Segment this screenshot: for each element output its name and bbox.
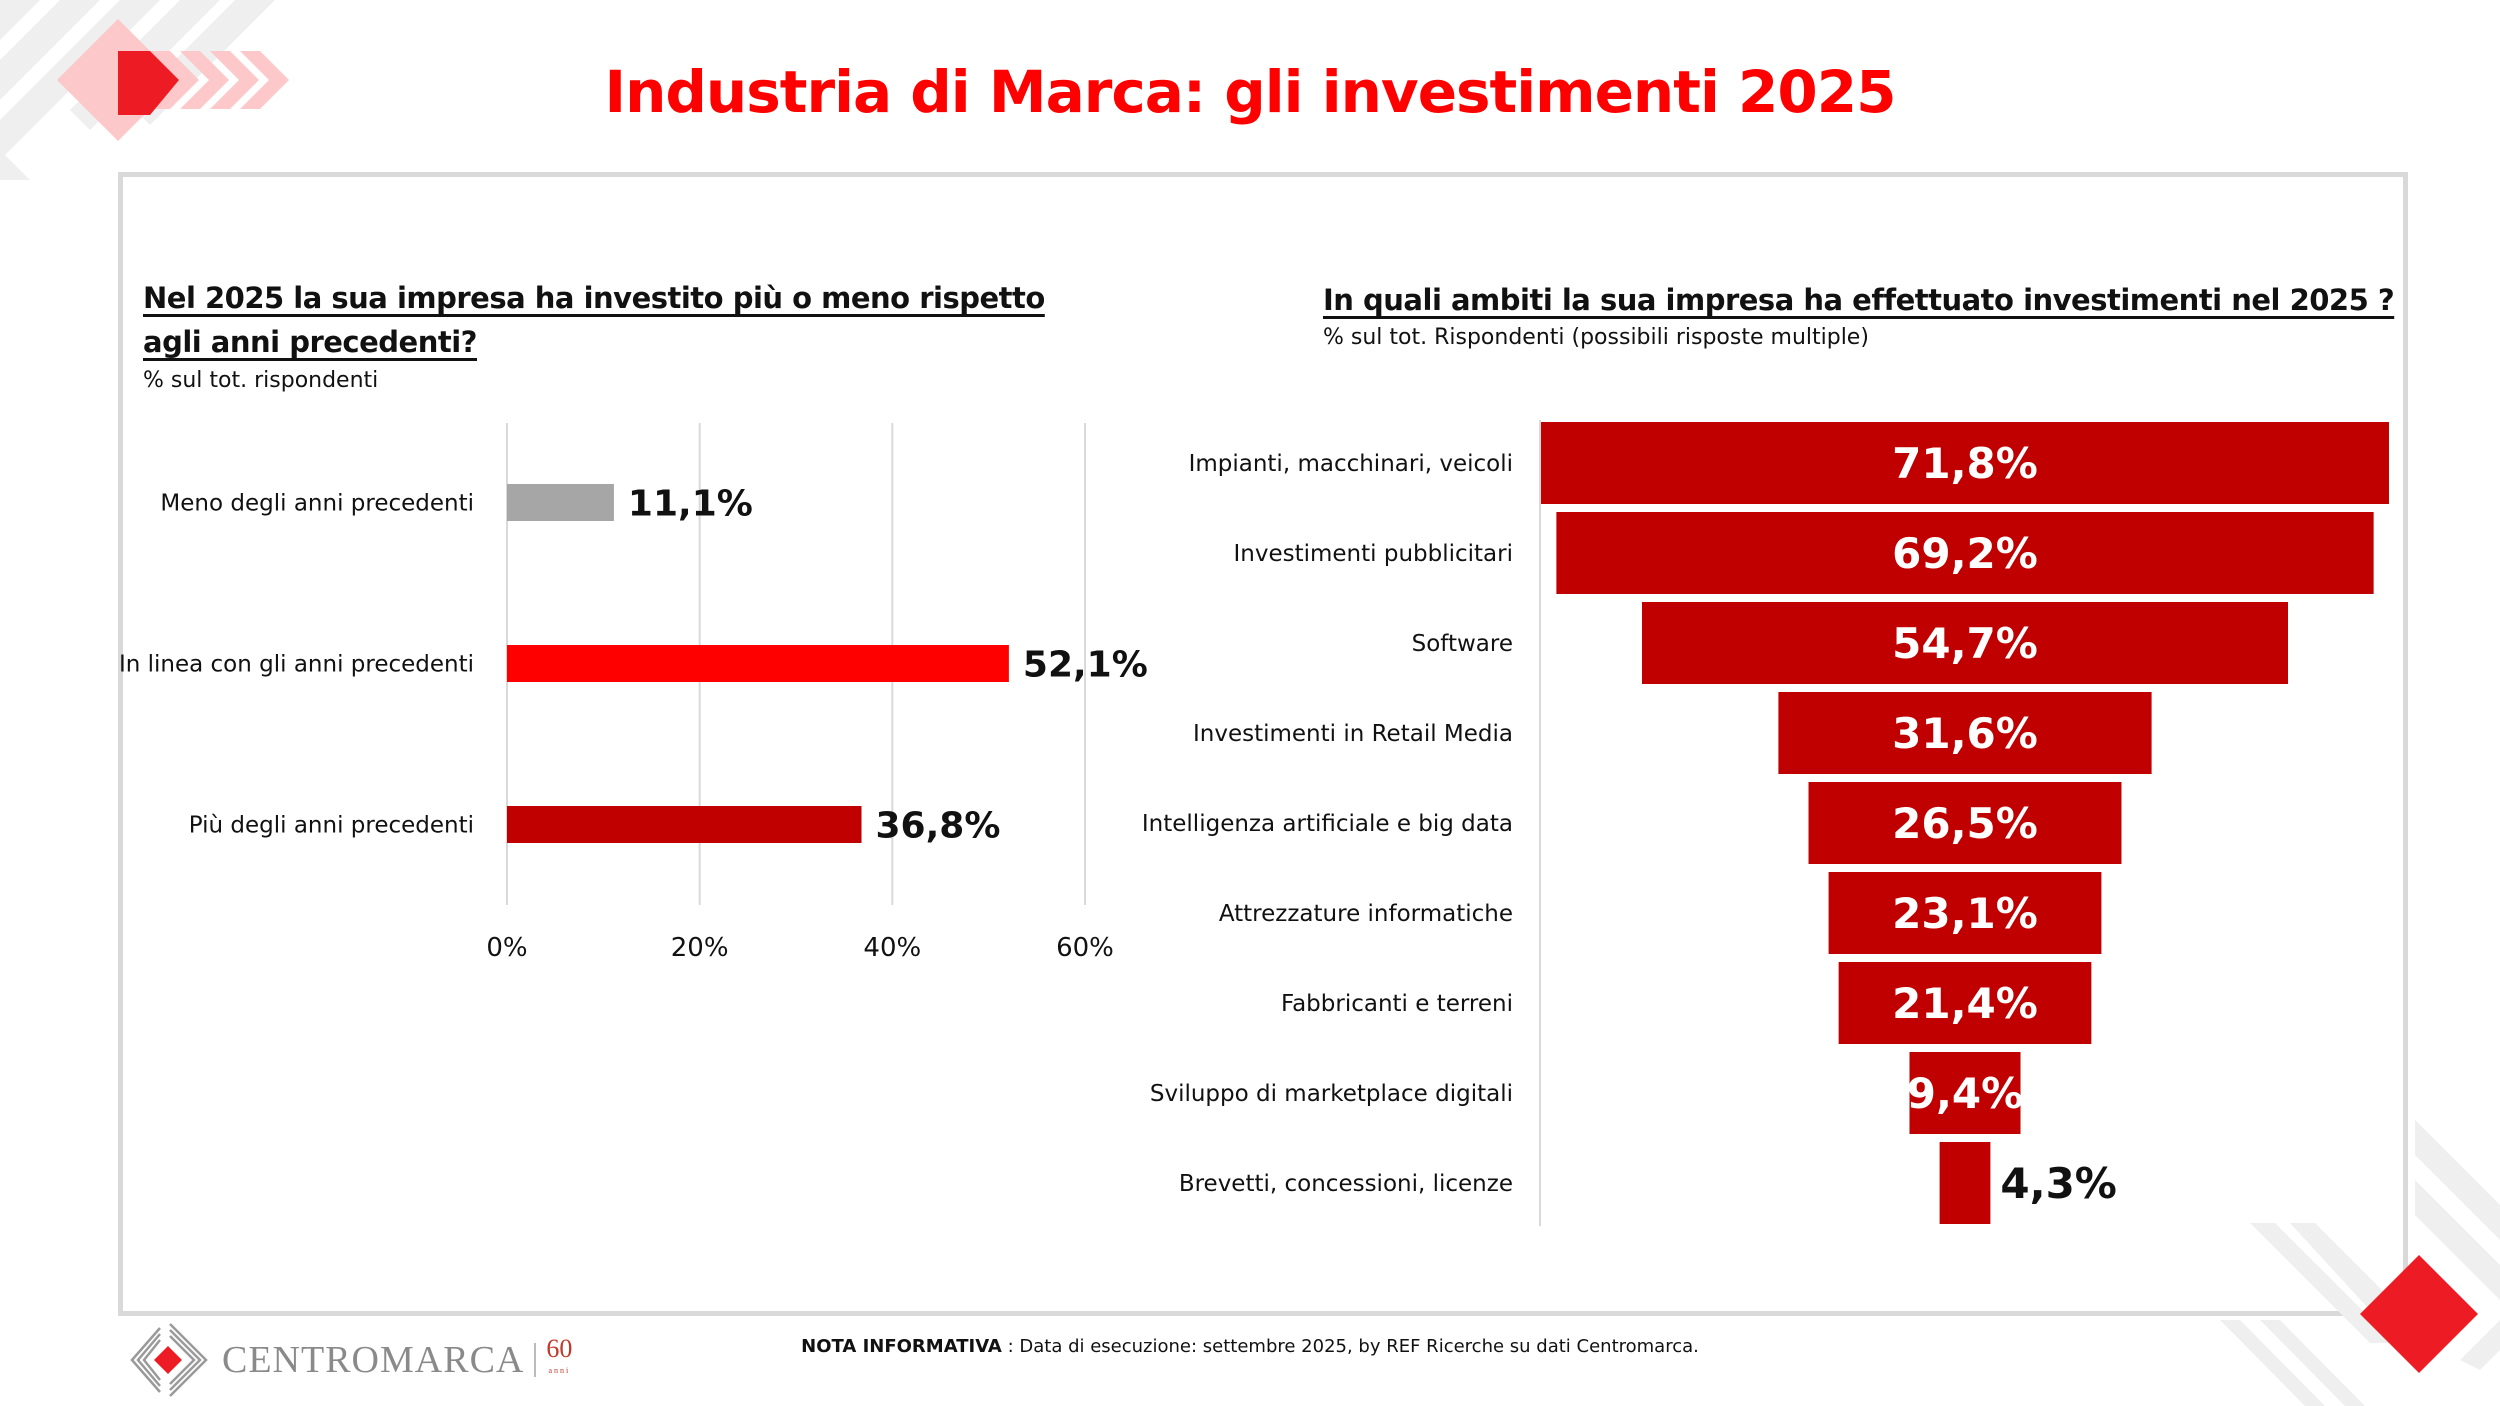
left-chart-title-line2: agli anni precedenti? xyxy=(143,325,477,359)
right-data-label: 69,2% xyxy=(1892,529,2038,578)
play-arrow-icon xyxy=(118,51,179,115)
logo-badge-number: 60 xyxy=(546,1334,573,1363)
left-chart-title-line1: Nel 2025 la sua impresa ha investito più… xyxy=(143,281,1045,315)
footer-note: NOTA INFORMATIVA : Data di esecuzione: s… xyxy=(0,1336,2500,1357)
left-data-label: 52,1% xyxy=(1023,645,1148,686)
page-title: Industria di Marca: gli investimenti 202… xyxy=(604,58,1897,126)
right-category-label: Investimenti pubblicitari xyxy=(1233,541,1513,567)
centromarca-logo: CENTROMARCA 60 anni xyxy=(130,1320,572,1400)
right-bar xyxy=(1808,782,2122,864)
right-data-label: 26,5% xyxy=(1892,799,2038,848)
logo-separator xyxy=(534,1343,537,1377)
right-bar xyxy=(1838,962,2092,1044)
centromarca-logo-icon xyxy=(130,1323,208,1397)
left-xtick-label: 20% xyxy=(671,933,729,963)
footer-note-text: : Data di esecuzione: settembre 2025, by… xyxy=(1001,1336,1699,1357)
right-data-label: 9,4% xyxy=(1907,1069,2023,1118)
right-category-label: Impianti, macchinari, veicoli xyxy=(1189,451,1513,477)
left-category-label: Meno degli anni precedenti xyxy=(160,491,474,517)
left-chart-subtitle: % sul tot. rispondenti xyxy=(143,368,379,393)
right-bar xyxy=(1778,692,2152,774)
right-category-label: Brevetti, concessioni, licenze xyxy=(1179,1171,1513,1197)
logo-wordmark: CENTROMARCA xyxy=(222,1339,525,1381)
right-bar xyxy=(1641,602,2289,684)
footer-note-label: NOTA INFORMATIVA xyxy=(801,1336,1002,1357)
decorative-corner-pattern xyxy=(2220,1120,2500,1406)
left-xtick-label: 0% xyxy=(486,933,527,963)
right-data-label: 21,4% xyxy=(1892,979,2038,1028)
right-category-label: Fabbricanti e terreni xyxy=(1281,991,1513,1017)
right-category-label: Investimenti in Retail Media xyxy=(1193,721,1513,747)
left-xtick-label: 60% xyxy=(1056,933,1114,963)
left-data-label: 11,1% xyxy=(628,484,753,525)
left-xtick-label: 40% xyxy=(863,933,921,963)
right-category-label: Software xyxy=(1412,631,1513,657)
left-data-label: 36,8% xyxy=(876,806,1001,847)
left-bar xyxy=(507,484,614,521)
right-category-label: Intelligenza artificiale e big data xyxy=(1142,811,1513,837)
red-diamond-icon xyxy=(2360,1255,2478,1373)
right-data-label: 71,8% xyxy=(1892,439,2038,488)
left-category-label: In linea con gli anni precedenti xyxy=(119,652,474,678)
right-chart-title: In quali ambiti la sua impresa ha effett… xyxy=(1323,283,2395,317)
right-bar xyxy=(1541,422,2389,504)
right-bar xyxy=(1556,512,2374,594)
decorative-chevron-pattern xyxy=(0,0,289,180)
right-data-label: 31,6% xyxy=(1892,709,2038,758)
right-category-label: Attrezzature informatiche xyxy=(1219,901,1513,927)
logo-badge-sub: anni xyxy=(548,1366,571,1375)
right-data-label: 54,7% xyxy=(1892,619,2038,668)
right-data-label: 23,1% xyxy=(1892,889,2038,938)
left-bar xyxy=(507,645,1009,682)
right-bar xyxy=(1939,1142,1991,1224)
right-bar xyxy=(1828,872,2102,954)
left-category-label: Più degli anni precedenti xyxy=(189,813,474,839)
right-data-label: 4,3% xyxy=(2000,1159,2116,1208)
logo-anniversary-badge: 60 anni xyxy=(546,1336,572,1382)
right-bar xyxy=(1909,1052,2021,1134)
right-category-label: Sviluppo di marketplace digitali xyxy=(1150,1081,1513,1107)
left-chart-title: Nel 2025 la sua impresa ha investito più… xyxy=(143,276,1045,364)
left-bar xyxy=(507,806,862,843)
right-chart-subtitle: % sul tot. Rispondenti (possibili rispos… xyxy=(1323,325,1869,350)
